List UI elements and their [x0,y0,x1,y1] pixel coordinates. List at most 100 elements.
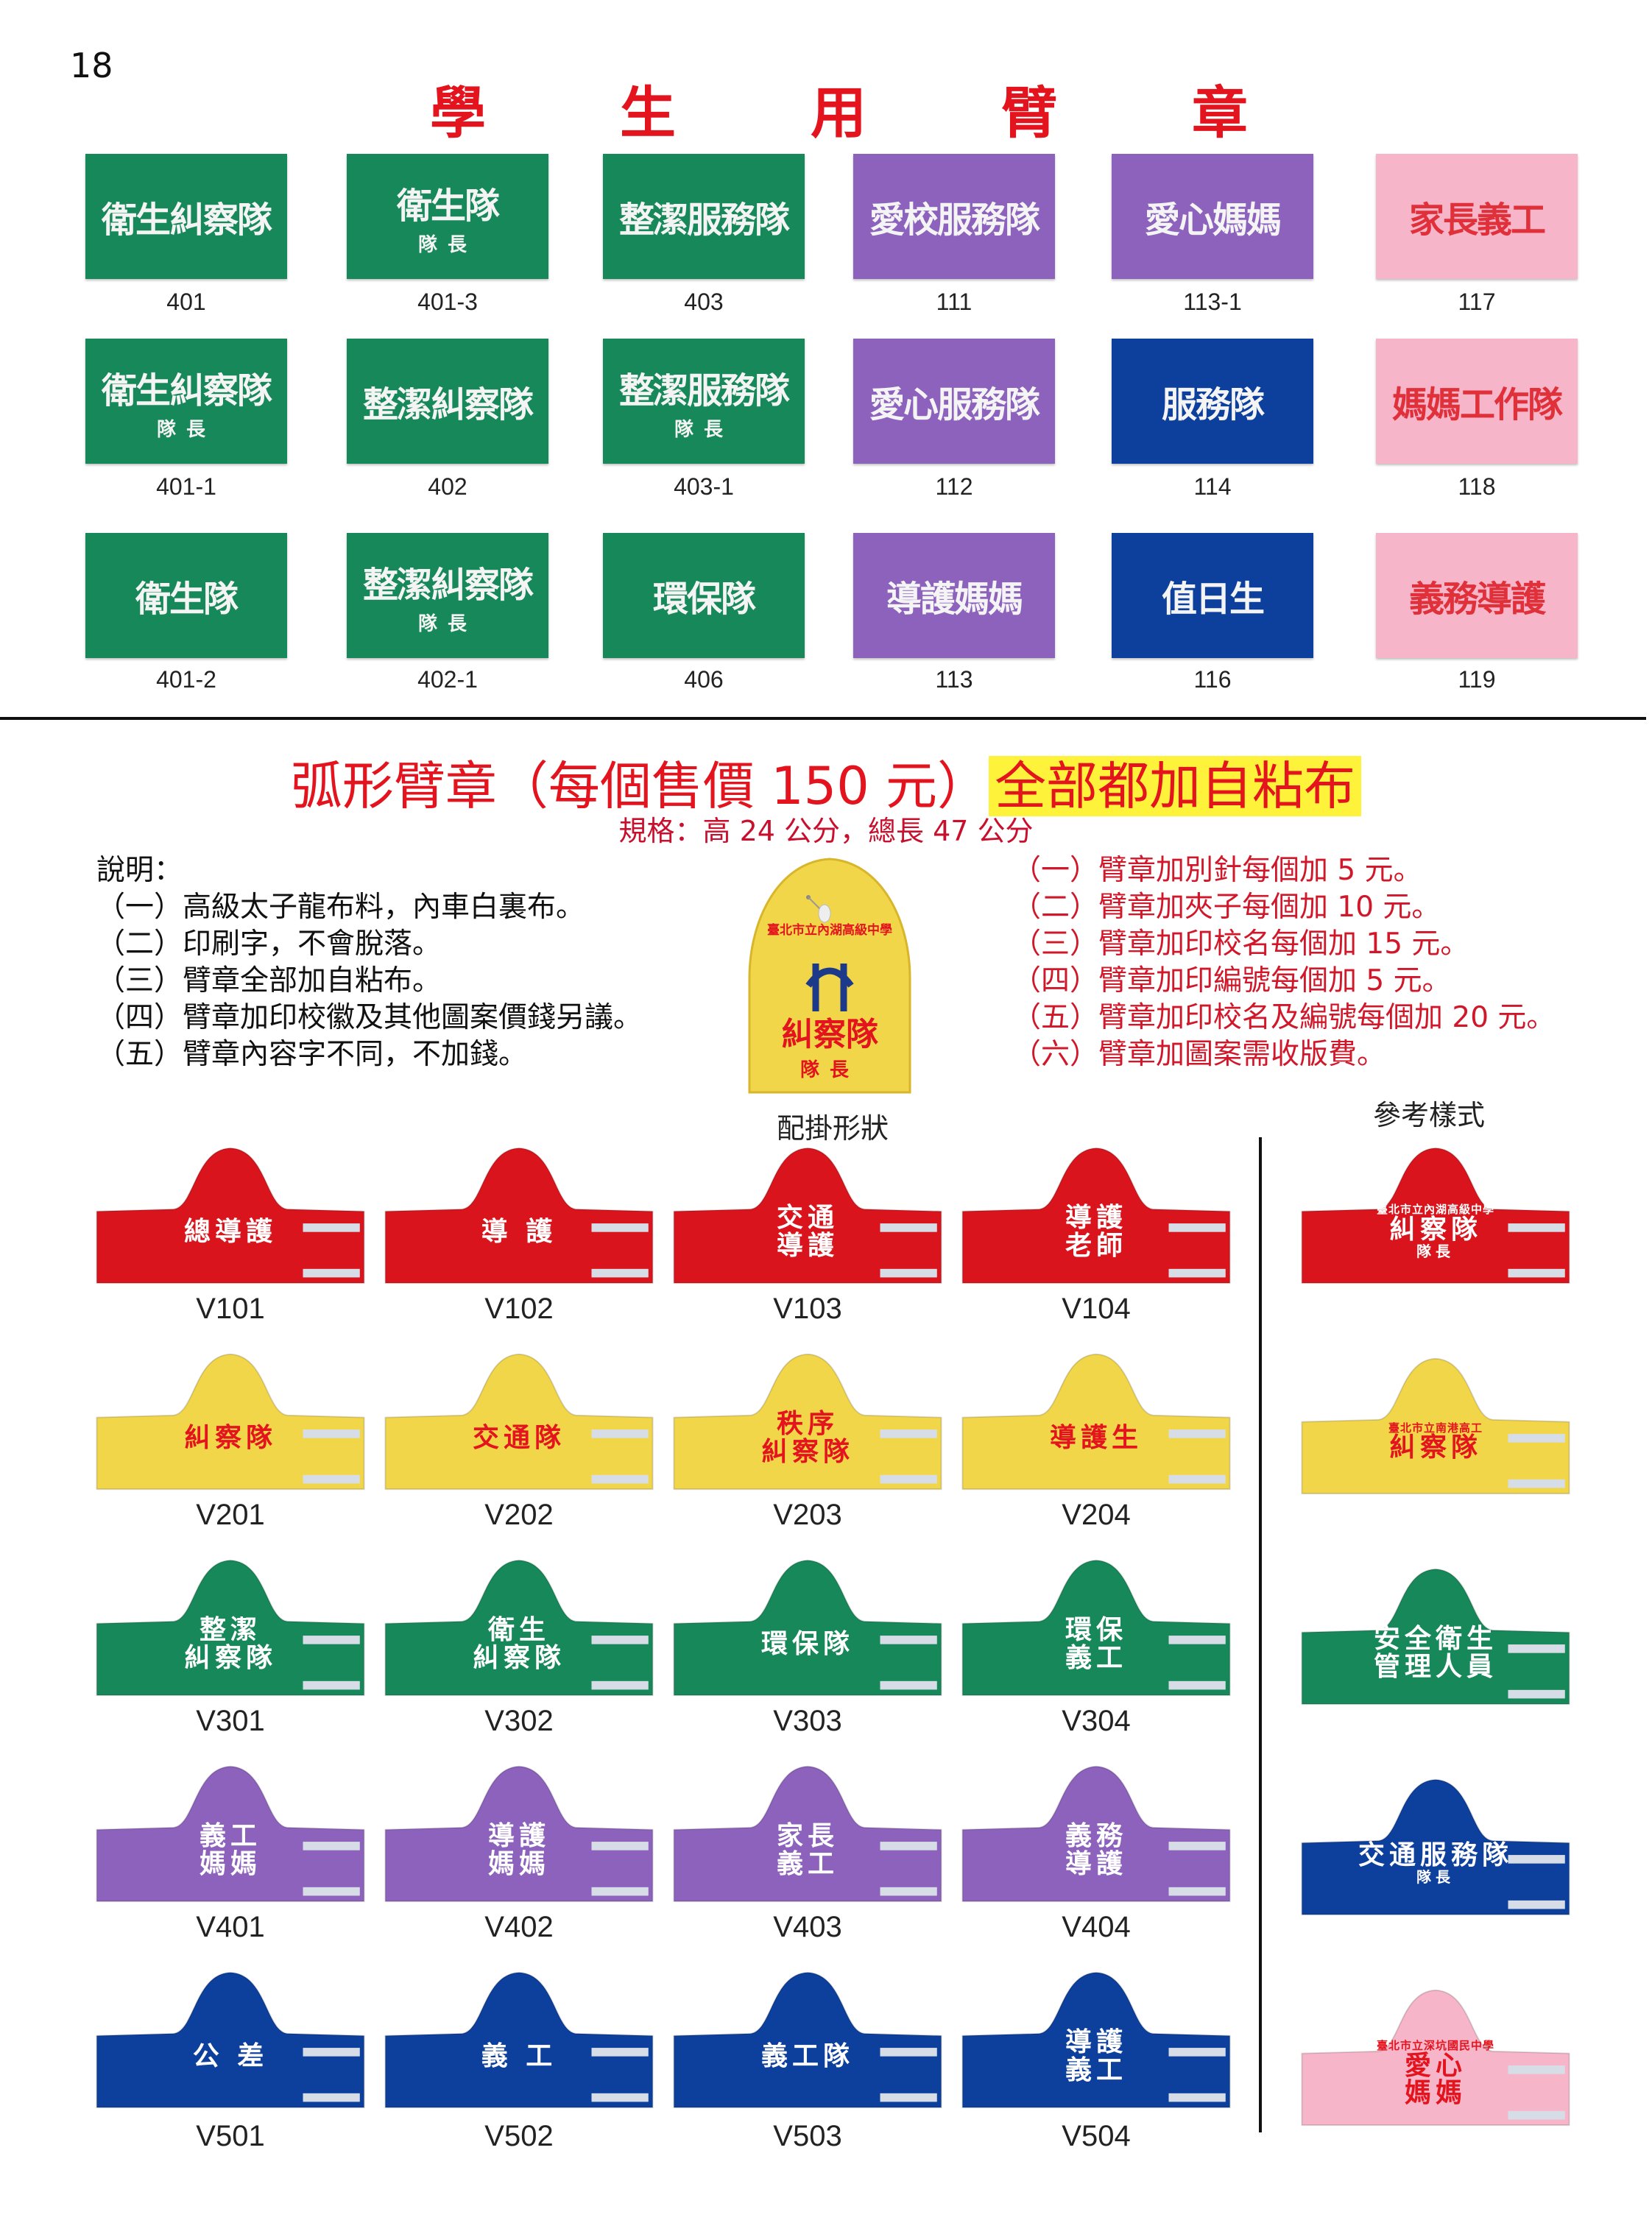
armband-text-line: 義工 [1065,1641,1127,1673]
product-code: V103 [773,1293,842,1325]
product-code: V204 [1062,1499,1131,1531]
arc-armband: 家長 義工 [673,1762,943,1904]
arch-armband-shape [961,1147,1231,1284]
product-code: V401 [196,1911,265,1943]
armband-text-line: 秩序 [776,1407,839,1439]
armband-text-block: 交通 導護 [673,1187,943,1277]
armband-text-line: 導護 [487,1820,550,1851]
arc-armband: 整潔 糾察隊 [96,1556,366,1698]
arc-armband: 導護生 [961,1350,1232,1492]
armband-text-line: 導 護 [481,1215,557,1247]
armband-text-line: 導護 [1065,1848,1127,1879]
rect-armband: 衛生隊 [85,533,287,658]
product-code: 406 [684,666,724,693]
rect-armband: 愛心媽媽 [1112,154,1313,279]
title-char: 用 [811,80,866,146]
armband-text-block: 導 護 [384,1187,654,1277]
note-line: （五）臂章內容字不同，不加錢。 [96,1038,528,1071]
armband-text-block: 環保 義工 [961,1599,1232,1689]
sample-styles-label: 參考樣式 [1372,1099,1486,1131]
armband-text-block: 導護 義工 [961,2011,1232,2102]
armband-text: 整潔糾察隊 [362,564,534,606]
armband-text: 導護媽媽 [886,579,1023,620]
rect-armband: 愛校服務隊 [853,154,1055,279]
arch-armband-shape [961,1765,1231,1903]
sample-armband: 臺北市立深坑國民中學 愛心 媽媽 [1301,1986,1571,2128]
arch-armband-shape [1301,1147,1570,1284]
armband-text: 整潔服務隊 [618,370,790,411]
armband-subtext: 隊長 [674,418,733,441]
armband-text-block: 環保隊 [673,1599,943,1689]
armband-text-line: 管理人員 [1373,1650,1497,1682]
arc-armband: 秩序 糾察隊 [673,1350,943,1492]
rect-armband: 衛生隊 隊長 [347,154,548,279]
arch-armband-shape [1301,1989,1570,2127]
armband-text-block: 衛生 糾察隊 [384,1599,654,1689]
armband-text-line: 環保 [1065,1613,1127,1645]
arch-armband-shape [384,1971,654,2109]
note-line: （二）臂章加夾子每個加 10 元。 [1012,891,1441,924]
note-line: （一）臂章加別針每個加 5 元。 [1012,854,1422,887]
rect-armband: 整潔服務隊 [603,154,805,279]
armband-text: 環保隊 [652,579,756,620]
product-code: V102 [484,1293,554,1325]
arch-armband-shape [961,1971,1231,2109]
arch-armband-shape [673,1765,942,1903]
hanging-sub: 隊長 [799,1059,859,1081]
product-code: 402-1 [417,666,478,693]
armband-text-line: 安全衛生 [1373,1622,1497,1654]
arc-title-text: 弧形臂章（每個售價 150 元） [290,756,989,816]
arc-armband: 義工隊 [673,1968,943,2110]
armband-text-block: 臺北市立內湖高級中學 糾察隊 隊長 [1301,1187,1571,1277]
armband-text-block: 整潔 糾察隊 [96,1599,366,1689]
armband-text-line: 義務 [1065,1820,1127,1851]
school-name: 臺北市立南港高工 [1388,1421,1483,1435]
armband-text-line: 整潔 [199,1613,261,1645]
rect-armband: 愛心服務隊 [853,339,1055,464]
armband-text: 家長義工 [1408,199,1546,241]
armband-text-block: 交通隊 [384,1393,654,1483]
armband-text-block: 義工隊 [673,2011,943,2102]
product-code: V502 [484,2120,554,2152]
arc-armband: 義務 導護 [961,1762,1232,1904]
title-char: 臂 [1001,80,1057,146]
armband-text-line: 導護生 [1049,1421,1143,1453]
product-code: V402 [484,1911,554,1943]
armband-text-line: 糾察隊 [183,1641,277,1673]
arch-armband-shape [673,1147,942,1284]
hanging-shape-label: 配掛形狀 [776,1112,889,1145]
arc-armband: 導護 媽媽 [384,1762,654,1904]
arc-section-title: 弧形臂章（每個售價 150 元） 全部都加自粘布 [0,745,1652,819]
armband-text-block: 糾察隊 [96,1393,366,1483]
armband-text-line: 總導護 [183,1215,277,1247]
product-code: 116 [1193,666,1232,693]
armband-text-line: 義工 [776,1848,839,1879]
armband-text: 值日生 [1161,579,1265,620]
product-code: V303 [773,1705,842,1737]
product-code: 113-1 [1183,289,1242,315]
arch-armband-shape [384,1559,654,1697]
rect-armband: 服務隊 [1112,339,1313,464]
arch-armband-shape [96,1559,365,1697]
note-line: （三）臂章全部加自粘布。 [96,964,442,997]
arch-armband-shape [673,1353,942,1491]
product-code: 117 [1458,289,1496,315]
product-code: V203 [773,1499,842,1531]
note-line: （二）印刷字，不會脫落。 [96,927,442,961]
arch-armband-shape [1301,1357,1570,1495]
arch-armband-shape [1301,1778,1570,1916]
arch-armband-shape [673,1971,942,2109]
note-line: （四）臂章加印編號每個加 5 元。 [1012,964,1451,997]
armband-text-block: 臺北市立南港高工 糾察隊 [1301,1397,1571,1488]
armband-text: 衛生糾察隊 [101,370,272,411]
school-name: 臺北市立深坑國民中學 [1376,2038,1494,2052]
product-code: V403 [773,1911,842,1943]
product-code: 118 [1458,473,1496,500]
arc-armband: 導護 老師 [961,1144,1232,1286]
note-line: （六）臂章加圖案需收版費。 [1012,1038,1386,1071]
product-code: V202 [484,1499,554,1531]
arc-armband: 環保 義工 [961,1556,1232,1698]
armband-text-block: 交通服務隊 隊長 [1301,1818,1571,1909]
title-char: 章 [1192,80,1248,146]
arch-armband-shape [96,1765,365,1903]
